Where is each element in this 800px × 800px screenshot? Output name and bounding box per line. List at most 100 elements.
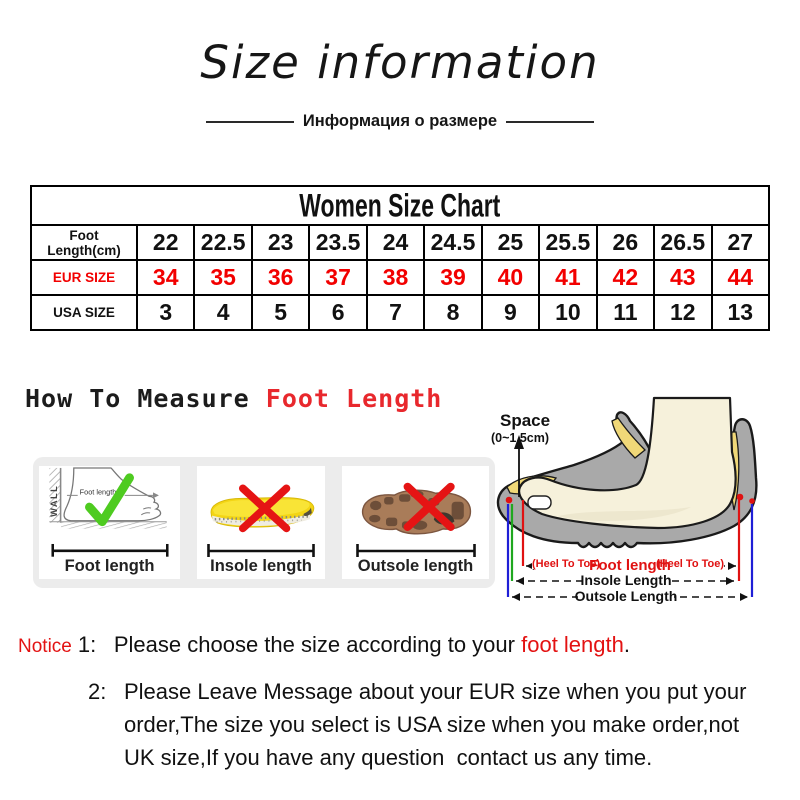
size-chart-cell: 26.5 [653, 224, 713, 261]
size-chart-row: EUR SIZE 34 35 36 37 38 39 40 41 42 43 44 [30, 259, 771, 296]
size-chart-cell: 7 [365, 294, 426, 331]
size-chart-cell: 37 [308, 259, 368, 296]
notice-item1-number: 1: [77, 632, 97, 657]
measure-box-insole-length: Insole length [197, 466, 325, 579]
space-label: Space [500, 411, 550, 430]
size-chart-cell: 6 [308, 294, 368, 331]
size-chart-cell: 44 [710, 259, 771, 296]
size-chart-cell: 10 [538, 294, 598, 331]
size-chart-cell: 40 [480, 259, 541, 296]
measure-line [50, 544, 169, 557]
foot-length-row: (Heel To Toe) Foot length (Heel To Toe) [526, 554, 736, 574]
heading-black-part: How To Measure [25, 384, 266, 413]
wall-hatch [49, 467, 61, 523]
subtitle-text: Информация о размере [302, 112, 498, 130]
size-chart-cell: 43 [653, 259, 713, 296]
foot-length-label: Foot length [64, 557, 155, 575]
size-chart-cell: 41 [538, 259, 598, 296]
size-chart-cell: 27 [710, 224, 771, 261]
notice-item-2: 2: Please Leave Message about your EUR s… [18, 675, 790, 774]
outsole-length-measure-label: Outsole Length [575, 588, 678, 604]
notice-item1-highlight: foot length [521, 632, 624, 657]
size-chart-title: Women Size Chart [299, 186, 501, 224]
insole-length-label: Insole length [210, 557, 312, 575]
size-chart-cell: 5 [250, 294, 311, 331]
shoe-measurement-diagram: Space (0~1.5cm) (Heel To Toe) Foot lengt… [491, 396, 758, 604]
size-chart-cell: 9 [480, 294, 541, 331]
size-chart-cell: 24.5 [423, 224, 483, 261]
measure-line [207, 544, 315, 557]
check-icon [85, 473, 134, 527]
wall-label: WALL [49, 485, 59, 517]
size-chart-cell: 38 [365, 259, 426, 296]
size-chart-cell: 39 [423, 259, 483, 296]
cross-icon [403, 482, 455, 531]
subtitle-left-dash [205, 120, 294, 123]
toe-marker-dot [505, 496, 513, 504]
measure-line [355, 544, 476, 557]
size-chart-row-label: Foot Length(cm) [30, 224, 138, 261]
size-chart-cell: 34 [135, 259, 196, 296]
size-chart-row-label: USA SIZE [30, 294, 138, 331]
size-chart-cell: 4 [193, 294, 253, 331]
size-chart-title-cell: Women Size Chart [30, 185, 770, 226]
notice-line: UK size,If you have any question contact… [124, 745, 653, 770]
page-title: Size information [200, 36, 600, 89]
notice-item2-number: 2: [88, 679, 107, 704]
size-chart-row-label: EUR SIZE [30, 259, 138, 296]
size-chart-cell: 42 [595, 259, 656, 296]
insole-illustration [210, 484, 315, 533]
size-chart-cell: 36 [250, 259, 311, 296]
size-chart-cell: 35 [193, 259, 253, 296]
heel-to-toe-right-label: (Heel To Toe) [656, 558, 724, 570]
notice-line: order,The size you select is USA size wh… [124, 712, 740, 737]
size-chart-cell: 3 [135, 294, 196, 331]
size-chart-title-row: Women Size Chart [30, 185, 770, 226]
notice-item1-after: . [623, 632, 630, 657]
size-chart-row: USA SIZE 3 4 5 6 7 8 9 10 11 12 13 [30, 294, 771, 331]
measure-box-outsole-length: Outsole length [342, 466, 489, 579]
size-chart-row: Foot Length(cm) 22 22.5 23 23.5 24 24.5 25 25.5 2… [30, 224, 771, 261]
subtitle-right-dash [506, 120, 595, 123]
size-chart-cell: 8 [423, 294, 483, 331]
notice-section: Notice 1: Please choose the size accordi… [18, 630, 790, 774]
notice-item1-text: Please choose the size according to your… [114, 630, 630, 660]
insole-length-measure-label: Insole Length [581, 572, 672, 588]
heel-marker-dot [736, 493, 744, 501]
size-chart-cell: 22.5 [193, 224, 253, 261]
subtitle: Информация о размере [0, 112, 800, 131]
size-chart-cell: 12 [653, 294, 713, 331]
notice-item1-before: Please choose the size according to your [113, 632, 522, 657]
size-chart-cell: 23.5 [308, 224, 368, 261]
ground-hatch [61, 521, 167, 529]
foot-wall-sketch: WALL Foot length [49, 467, 167, 529]
heel-marker-dot-2 [749, 498, 755, 504]
outsole-length-label: Outsole length [357, 557, 474, 575]
toe-cap-highlight [527, 495, 552, 510]
size-chart-cell: 22 [135, 224, 196, 261]
measure-box-foot-length: WALL Foot length Foot length [39, 466, 180, 579]
notice-item-1: Notice 1: Please choose the size accordi… [18, 630, 790, 662]
women-size-chart-table: Women Size Chart Foot Length(cm) 22 22.5 23… [30, 185, 771, 331]
outsole-length-row: Outsole Length [512, 588, 748, 604]
outsole-illustration [361, 482, 471, 535]
insole-length-row: Insole Length [516, 572, 734, 588]
size-chart-body: Foot Length(cm) 22 22.5 23 23.5 24 24.5 25 25.5 2… [30, 224, 771, 331]
heading-red-part: Foot Length [265, 384, 443, 413]
size-chart-cell: 24 [365, 224, 426, 261]
size-chart-cell: 25 [480, 224, 541, 261]
notice-label: Notice [18, 636, 72, 657]
size-chart-cell: 11 [595, 294, 656, 331]
heel-to-toe-left-label: (Heel To Toe) [532, 558, 600, 570]
size-chart-cell: 23 [250, 224, 311, 261]
cross-icon [238, 484, 291, 533]
notice-line: Please Leave Message about your EUR size… [124, 679, 747, 704]
size-chart-cell: 25.5 [538, 224, 598, 261]
size-chart-cell: 26 [595, 224, 656, 261]
notice-item2-lines: Please Leave Message about your EUR size… [124, 675, 746, 774]
how-to-measure-heading: How To Measure Foot Length [25, 384, 442, 413]
foot-length-measure-label: Foot length [589, 557, 671, 574]
sketch-foot-length-label: Foot length [80, 487, 117, 496]
size-chart-cell: 13 [710, 294, 771, 331]
